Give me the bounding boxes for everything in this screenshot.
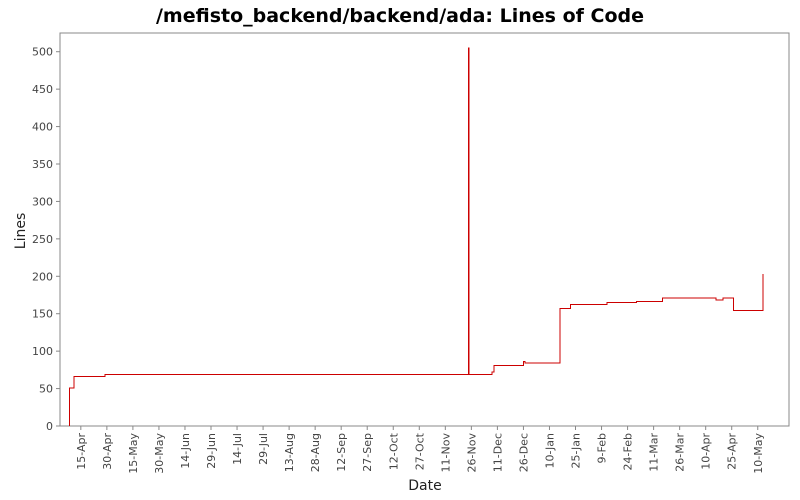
plot-frame	[59, 32, 790, 427]
x-tick-label: 15-Apr	[75, 433, 88, 470]
y-tick-label: 150	[32, 308, 53, 321]
x-tick-label: 12-Sep	[335, 433, 348, 472]
x-tick-label: 25-Jan	[570, 433, 583, 469]
x-axis-label: Date	[408, 478, 441, 494]
y-axis-label: Lines	[13, 213, 29, 249]
x-tick-label: 11-Nov	[439, 433, 452, 473]
x-tick-label: 30-Apr	[101, 433, 114, 470]
y-tick-label: 300	[32, 195, 53, 208]
x-tick-label: 24-Feb	[622, 433, 635, 470]
x-tick-label: 15-May	[127, 433, 140, 474]
x-tick-label: 10-Jan	[543, 433, 556, 469]
plot-area: 0 50 100 150 200 250 300 350 400 450 500 15-Apr 30-A…	[32, 32, 790, 474]
x-tick-label: 14-Jun	[179, 433, 192, 469]
x-tick-label: 10-May	[752, 433, 765, 474]
x-tick-label: 25-Apr	[726, 433, 739, 470]
x-tick-label: 29-Jul	[257, 433, 270, 465]
x-tick-label: 12-Oct	[387, 432, 400, 470]
y-tick-label: 450	[32, 83, 53, 96]
x-tick-label: 11-Dec	[491, 433, 504, 472]
y-tick-label: 100	[32, 345, 53, 358]
x-tick-label: 28-Aug	[309, 433, 322, 472]
x-tick-label: 26-Dec	[517, 433, 530, 472]
y-tick-label: 50	[39, 383, 53, 396]
y-tick-label: 200	[32, 270, 53, 283]
x-tick-label: 26-Nov	[465, 433, 478, 473]
x-tick-label: 14-Jul	[231, 433, 244, 465]
x-tick-label: 13-Aug	[283, 433, 296, 472]
chart-title: /mefisto_backend/backend/ada: Lines of C…	[156, 5, 644, 27]
y-tick-label: 400	[32, 121, 53, 134]
series-line	[69, 47, 764, 426]
x-tick-label: 30-May	[153, 433, 166, 474]
y-tick-label: 250	[32, 233, 53, 246]
x-tick-label: 27-Oct	[413, 432, 426, 470]
x-tick-label: 29-Jun	[205, 433, 218, 469]
x-tick-label: 9-Feb	[596, 433, 609, 463]
y-tick-label: 350	[32, 158, 53, 171]
x-tick-label: 27-Sep	[361, 433, 374, 472]
x-tick-label: 26-Mar	[674, 433, 687, 472]
x-tick-label: 10-Apr	[700, 433, 713, 470]
y-tick-label: 500	[32, 46, 53, 59]
y-tick-label: 0	[46, 420, 53, 433]
x-tick-label: 11-Mar	[648, 433, 661, 472]
